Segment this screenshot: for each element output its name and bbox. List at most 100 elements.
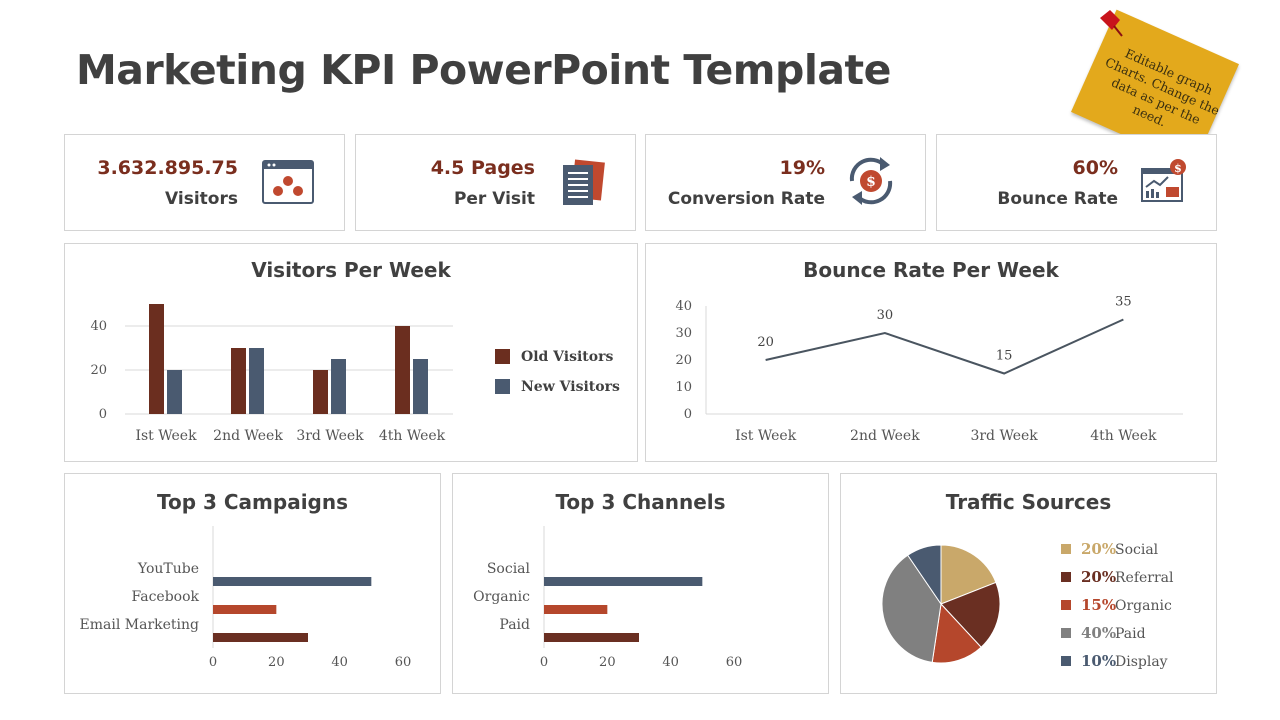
x-tick-label: 60 bbox=[726, 655, 743, 670]
category-label: Email Marketing bbox=[80, 617, 200, 633]
category-label: YouTube bbox=[137, 561, 199, 577]
x-tick-label: 60 bbox=[395, 655, 412, 670]
bar bbox=[544, 605, 608, 614]
x-tick-label: 40 bbox=[662, 655, 679, 670]
legend-label: New Visitors bbox=[521, 379, 620, 395]
bar bbox=[231, 348, 246, 414]
campaigns-panel: Top 3 Campaigns 0 20 40 60 YouTube Facebook Em… bbox=[64, 473, 441, 694]
analytics-dashboard-icon: $ bbox=[1141, 159, 1186, 202]
category-label: Organic bbox=[473, 589, 530, 605]
category-label: Facebook bbox=[131, 589, 199, 605]
legend-percent: 20% bbox=[1081, 540, 1116, 558]
traffic-sources-panel: Traffic Sources 20% Social 20% Referral 15% O… bbox=[840, 473, 1217, 694]
y-tick-label: 40 bbox=[675, 299, 692, 314]
y-tick-label: 20 bbox=[675, 353, 692, 368]
y-tick-label: 0 bbox=[684, 407, 692, 422]
y-tick-label: 40 bbox=[90, 319, 107, 334]
legend-swatch bbox=[1061, 628, 1071, 638]
bar bbox=[213, 633, 308, 642]
data-label: 35 bbox=[1115, 295, 1132, 310]
document-pages-icon bbox=[563, 159, 605, 205]
bar bbox=[395, 326, 410, 414]
bar bbox=[413, 359, 428, 414]
x-tick-label: 3rd Week bbox=[970, 428, 1038, 444]
kpi-card-conversion: 19% Conversion Rate $ bbox=[645, 134, 926, 231]
data-label: 20 bbox=[757, 335, 774, 350]
visitors-bar-chart: 0 20 40 Ist Week 2nd Week 3rd Week 4th Week Old… bbox=[90, 304, 620, 444]
y-tick-label: 20 bbox=[90, 363, 107, 378]
pie-slice bbox=[881, 554, 942, 663]
svg-text:$: $ bbox=[1174, 162, 1182, 175]
pie-slice bbox=[907, 544, 942, 606]
chart-title: Top 3 Channels bbox=[555, 490, 726, 514]
y-tick-label: 30 bbox=[675, 326, 692, 341]
legend-label: Referral bbox=[1115, 570, 1174, 586]
kpi-card-bounce: 60% Bounce Rate $ bbox=[936, 134, 1217, 231]
bar bbox=[544, 577, 703, 586]
x-tick-label: 3rd Week bbox=[296, 428, 364, 444]
bounce-line-chart: 0 10 20 30 40 20 Ist Week 30 2nd Week 15 3rd Week 3… bbox=[675, 295, 1183, 444]
pie-slice bbox=[940, 581, 1001, 648]
x-tick-label: 2nd Week bbox=[213, 428, 283, 444]
x-tick-label: 4th Week bbox=[1090, 428, 1157, 444]
page-title: Marketing KPI PowerPoint Template bbox=[76, 46, 891, 94]
chart-title: Top 3 Campaigns bbox=[156, 490, 349, 514]
legend-swatch bbox=[495, 349, 510, 364]
x-tick-label: 0 bbox=[540, 655, 548, 670]
x-tick-label: 4th Week bbox=[379, 428, 446, 444]
kpi-value: 19% bbox=[779, 157, 825, 179]
channels-panel: Top 3 Channels 0 20 40 60 Social Organic Paid bbox=[452, 473, 829, 694]
bar bbox=[213, 577, 372, 586]
bar bbox=[313, 370, 328, 414]
chart-title: Visitors Per Week bbox=[251, 258, 451, 282]
kpi-card-visitors: 3.632.895.75 Visitors bbox=[64, 134, 345, 231]
data-label: 15 bbox=[996, 349, 1013, 364]
data-label: 30 bbox=[877, 308, 894, 323]
pie-slice bbox=[940, 544, 997, 605]
x-tick-label: 20 bbox=[599, 655, 616, 670]
kpi-value: 60% bbox=[1072, 157, 1118, 179]
legend-swatch bbox=[1061, 572, 1071, 582]
bar bbox=[249, 348, 264, 414]
legend-label: Display bbox=[1115, 654, 1168, 670]
kpi-label: Bounce Rate bbox=[997, 189, 1118, 209]
legend-label: Paid bbox=[1115, 626, 1146, 642]
x-tick-label: 40 bbox=[331, 655, 348, 670]
bar bbox=[167, 370, 182, 414]
legend-percent: 20% bbox=[1081, 568, 1116, 586]
legend-swatch bbox=[1061, 600, 1071, 610]
bar bbox=[331, 359, 346, 414]
y-tick-label: 10 bbox=[675, 380, 692, 395]
bar bbox=[544, 633, 639, 642]
chart-title: Traffic Sources bbox=[945, 490, 1112, 514]
x-tick-label: Ist Week bbox=[135, 428, 197, 444]
bounce-rate-panel: Bounce Rate Per Week 0 10 20 30 40 20 Ist Week… bbox=[645, 243, 1217, 462]
legend-swatch bbox=[1061, 544, 1071, 554]
kpi-label: Per Visit bbox=[453, 189, 535, 209]
legend-label: Old Visitors bbox=[521, 349, 613, 365]
pie-slice bbox=[931, 602, 982, 664]
kpi-card-pages: 4.5 Pages Per Visit bbox=[355, 134, 636, 231]
legend-swatch bbox=[1061, 656, 1071, 666]
x-tick-label: 20 bbox=[268, 655, 285, 670]
x-tick-label: Ist Week bbox=[735, 428, 797, 444]
kpi-label: Conversion Rate bbox=[667, 189, 825, 209]
y-tick-label: 0 bbox=[99, 407, 107, 422]
x-tick-label: 2nd Week bbox=[850, 428, 920, 444]
kpi-value: 3.632.895.75 bbox=[97, 157, 238, 179]
visitors-browser-icon bbox=[262, 160, 314, 204]
traffic-pie-chart: 20%Social20%Referral15%Organic40%Paid10%… bbox=[881, 540, 1174, 670]
pushpin-icon bbox=[1100, 10, 1123, 37]
x-tick-label: 0 bbox=[209, 655, 217, 670]
legend-label: Organic bbox=[1115, 598, 1172, 614]
svg-text:$: $ bbox=[866, 174, 876, 190]
campaigns-bar-chart: 0 20 40 60 YouTube Facebook Email Marketing bbox=[80, 526, 412, 670]
chart-title: Bounce Rate Per Week bbox=[803, 258, 1059, 282]
legend-label: Social bbox=[1115, 542, 1159, 558]
visitors-per-week-panel: Visitors Per Week 0 20 40 Ist Week 2nd Week 3… bbox=[64, 243, 638, 462]
category-label: Paid bbox=[499, 617, 530, 633]
channels-bar-chart: 0 20 40 60 Social Organic Paid bbox=[473, 526, 743, 670]
dollar-cycle-icon: $ bbox=[849, 157, 893, 205]
legend-percent: 40% bbox=[1081, 624, 1116, 642]
category-label: Social bbox=[487, 561, 531, 577]
